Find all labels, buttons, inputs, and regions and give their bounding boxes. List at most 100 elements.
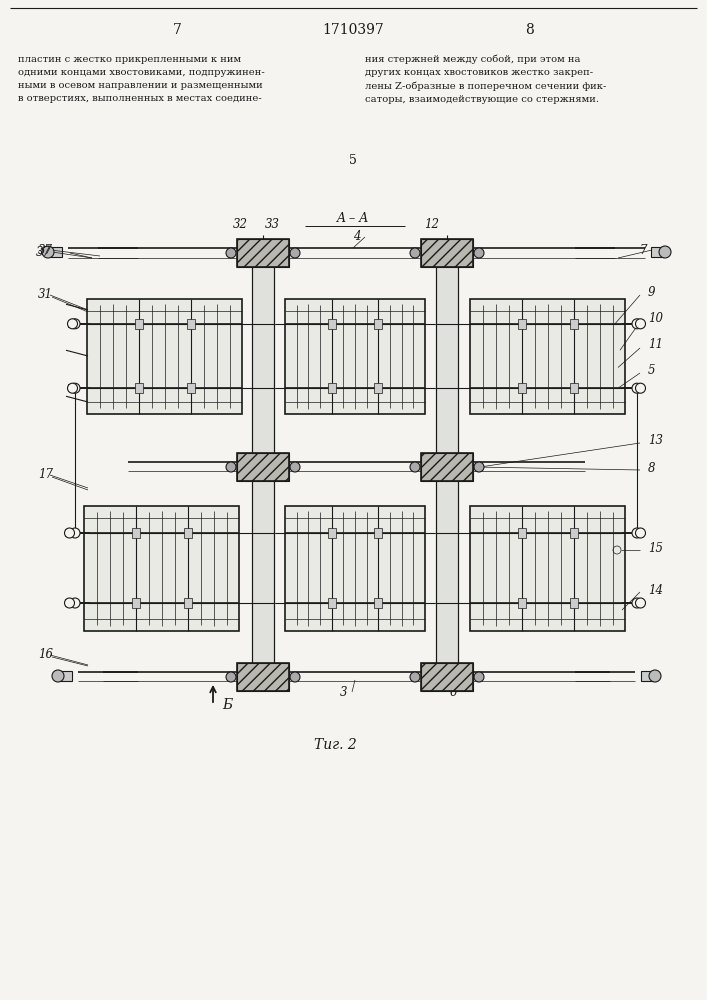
Text: 31: 31 xyxy=(38,288,53,302)
Circle shape xyxy=(636,383,645,393)
Bar xyxy=(252,248,274,681)
Bar xyxy=(641,671,653,681)
Bar xyxy=(421,663,473,691)
Text: 6: 6 xyxy=(450,686,457,698)
Bar xyxy=(374,598,382,608)
Text: ния стержней между собой, при этом на
других концах хвостовиков жестко закреп-
л: ния стержней между собой, при этом на др… xyxy=(365,55,607,104)
Circle shape xyxy=(636,528,645,538)
Text: 33: 33 xyxy=(264,219,279,232)
Text: 16: 16 xyxy=(38,648,53,662)
Circle shape xyxy=(649,670,661,682)
Circle shape xyxy=(632,598,642,608)
Circle shape xyxy=(42,246,54,258)
Circle shape xyxy=(226,672,236,682)
Bar xyxy=(421,239,473,267)
Bar xyxy=(132,598,140,608)
Bar xyxy=(184,528,192,538)
Bar xyxy=(470,506,626,631)
Text: 13: 13 xyxy=(648,434,663,446)
Circle shape xyxy=(474,248,484,258)
Circle shape xyxy=(659,246,671,258)
Circle shape xyxy=(474,462,484,472)
Circle shape xyxy=(636,598,645,608)
Bar xyxy=(421,239,473,267)
Bar xyxy=(327,528,336,538)
Text: Τиг. 2: Τиг. 2 xyxy=(314,738,356,752)
Bar xyxy=(237,663,289,691)
Bar xyxy=(421,663,473,691)
Circle shape xyxy=(290,248,300,258)
Bar xyxy=(88,298,243,414)
Bar xyxy=(285,506,425,631)
Bar xyxy=(135,383,143,393)
Circle shape xyxy=(70,383,80,393)
Bar xyxy=(237,453,289,481)
Text: 11: 11 xyxy=(648,338,663,351)
Bar xyxy=(470,506,626,631)
Bar xyxy=(570,598,578,608)
Bar xyxy=(327,319,336,329)
Bar xyxy=(187,319,195,329)
Bar xyxy=(285,298,425,414)
Text: 3: 3 xyxy=(340,686,348,698)
Bar xyxy=(421,453,473,481)
Bar xyxy=(470,298,626,414)
Bar xyxy=(518,528,526,538)
Text: 9: 9 xyxy=(648,286,655,298)
Text: 37: 37 xyxy=(36,245,51,258)
Circle shape xyxy=(410,248,420,258)
Bar xyxy=(421,453,473,481)
Text: 8: 8 xyxy=(648,462,655,475)
Text: 1710397: 1710397 xyxy=(322,23,384,37)
Bar xyxy=(570,528,578,538)
Text: 14: 14 xyxy=(648,584,663,596)
Bar xyxy=(470,298,626,414)
Text: 37: 37 xyxy=(38,243,53,256)
Text: 15: 15 xyxy=(648,542,663,554)
Bar xyxy=(85,506,240,631)
Bar xyxy=(436,248,458,681)
Circle shape xyxy=(64,528,74,538)
Bar xyxy=(570,383,578,393)
Bar xyxy=(327,383,336,393)
Bar xyxy=(60,671,72,681)
Bar xyxy=(88,298,243,414)
Circle shape xyxy=(410,462,420,472)
Bar xyxy=(187,383,195,393)
Circle shape xyxy=(474,672,484,682)
Bar xyxy=(184,598,192,608)
Bar xyxy=(132,528,140,538)
Text: A – A: A – A xyxy=(337,212,369,225)
Circle shape xyxy=(632,528,642,538)
Bar xyxy=(285,506,425,631)
Text: 7: 7 xyxy=(173,23,182,37)
Circle shape xyxy=(290,672,300,682)
Circle shape xyxy=(632,383,642,393)
Bar xyxy=(285,298,425,414)
Bar xyxy=(135,319,143,329)
Circle shape xyxy=(70,598,80,608)
Bar xyxy=(518,383,526,393)
Circle shape xyxy=(52,670,64,682)
Text: 7: 7 xyxy=(640,243,648,256)
Circle shape xyxy=(226,248,236,258)
Bar xyxy=(327,598,336,608)
Bar xyxy=(237,239,289,267)
Circle shape xyxy=(226,462,236,472)
Text: 5: 5 xyxy=(648,363,655,376)
Circle shape xyxy=(64,598,74,608)
Text: 12: 12 xyxy=(424,219,440,232)
Circle shape xyxy=(70,319,80,329)
Bar xyxy=(651,247,663,257)
Bar xyxy=(518,598,526,608)
Bar xyxy=(50,247,62,257)
Text: 5: 5 xyxy=(349,153,357,166)
Bar xyxy=(237,453,289,481)
Circle shape xyxy=(636,319,645,329)
Bar xyxy=(374,528,382,538)
Text: 32: 32 xyxy=(233,219,247,232)
Bar xyxy=(570,319,578,329)
Bar xyxy=(237,663,289,691)
Bar xyxy=(85,506,240,631)
Text: 8: 8 xyxy=(525,23,534,37)
